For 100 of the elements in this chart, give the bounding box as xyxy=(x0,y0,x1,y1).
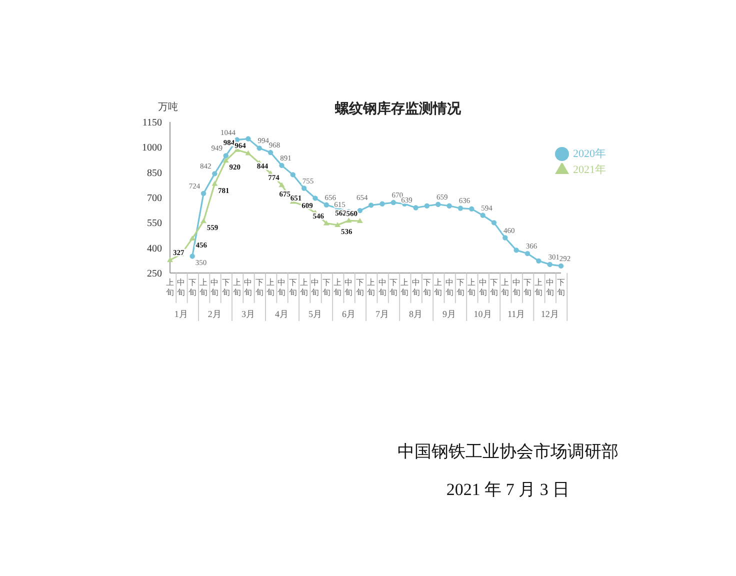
x-tick-label: 中旬 xyxy=(512,278,520,297)
text: 中国钢铁工业协会市场调研部 xyxy=(396,441,620,463)
point xyxy=(268,150,274,156)
point xyxy=(278,182,285,188)
y-tick-label: 1000 xyxy=(142,142,162,154)
point xyxy=(524,250,530,256)
point xyxy=(368,202,374,208)
text: 3月 xyxy=(241,309,255,319)
point xyxy=(536,258,542,264)
x-tick-label: 下旬 xyxy=(255,278,264,297)
point xyxy=(301,186,307,191)
text: 8月 xyxy=(409,309,423,319)
point xyxy=(480,212,486,218)
x-tick-label: 中旬 xyxy=(412,278,420,297)
point xyxy=(190,254,195,259)
x-tick-label: 下旬 xyxy=(222,278,230,297)
x-tick-label: 下旬 xyxy=(523,278,532,297)
text: 10月 xyxy=(474,309,492,319)
point xyxy=(212,171,218,176)
point xyxy=(200,218,207,224)
y-tick-label: 1150 xyxy=(142,118,162,129)
y-axis-title: 万吨 xyxy=(158,100,178,114)
point xyxy=(436,202,441,207)
x-tick-label: 下旬 xyxy=(188,278,196,297)
legend-label: 2021年 xyxy=(573,164,606,176)
point xyxy=(189,235,196,240)
point xyxy=(324,202,329,208)
y-tick-label: 550 xyxy=(147,218,162,230)
text: 12月 xyxy=(540,309,559,319)
y-tick-label: 400 xyxy=(147,243,162,254)
point xyxy=(290,172,296,178)
text: 2021 年 7 月 3 日 xyxy=(445,479,571,501)
x-tick-label: 下旬 xyxy=(422,278,431,297)
point xyxy=(356,218,363,223)
x-tick-label: 下旬 xyxy=(490,278,498,297)
y-tick-label: 250 xyxy=(147,268,162,280)
chart-title: 螺纹钢库存监测情况 xyxy=(335,102,461,117)
text: 5月 xyxy=(308,309,322,319)
point xyxy=(413,205,418,210)
text: 11月 xyxy=(507,309,526,319)
x-tick-label: 下旬 xyxy=(557,278,565,297)
x-tick-label: 上旬 xyxy=(266,278,275,297)
text: 1月 xyxy=(174,309,188,319)
point xyxy=(222,158,229,163)
point xyxy=(469,206,474,212)
point xyxy=(502,235,508,240)
x-tick-label: 中旬 xyxy=(546,278,554,297)
text: 4月 xyxy=(274,309,288,319)
x-tick-label: 上旬 xyxy=(300,278,308,297)
x-tick-label: 上旬 xyxy=(468,278,476,297)
text: 7月 xyxy=(376,309,390,319)
x-tick-label: 下旬 xyxy=(288,278,297,297)
point xyxy=(491,220,497,226)
point xyxy=(223,153,228,158)
y-tick-label: 850 xyxy=(147,168,162,179)
x-tick-label: 中旬 xyxy=(311,278,320,297)
x-tick-label: 下旬 xyxy=(322,278,330,297)
x-tick-label: 上旬 xyxy=(400,278,409,297)
x-tick-label: 上旬 xyxy=(166,278,174,297)
x-tick-label: 上旬 xyxy=(501,278,510,297)
point xyxy=(424,203,430,208)
point xyxy=(212,180,218,186)
point xyxy=(245,150,252,156)
point xyxy=(558,263,564,269)
point xyxy=(256,146,262,151)
x-tick-label: 上旬 xyxy=(233,278,242,297)
point xyxy=(334,222,341,228)
x-tick-label: 中旬 xyxy=(244,278,252,297)
x-tick-label: 中旬 xyxy=(344,278,353,297)
x-tick-label: 下旬 xyxy=(456,278,464,297)
point xyxy=(446,203,452,208)
point xyxy=(380,201,385,206)
x-tick-label: 上旬 xyxy=(334,278,342,297)
point xyxy=(167,257,173,262)
y-tick-label: 700 xyxy=(147,193,162,204)
x-tick-label: 中旬 xyxy=(210,278,219,297)
point xyxy=(390,200,396,206)
text: 2月 xyxy=(208,309,222,319)
point xyxy=(458,206,464,211)
x-tick-label: 上旬 xyxy=(200,278,208,297)
x-tick-label: 下旬 xyxy=(356,278,364,297)
x-tick-label: 中旬 xyxy=(177,278,186,297)
point xyxy=(312,196,318,201)
point xyxy=(346,218,352,223)
point xyxy=(200,190,206,196)
point xyxy=(547,262,552,268)
point xyxy=(246,136,251,142)
text: 6月 xyxy=(342,309,356,319)
point xyxy=(357,208,363,214)
x-tick-label: 中旬 xyxy=(278,278,286,297)
legend-label: 2020年 xyxy=(573,148,606,160)
point xyxy=(279,162,284,168)
x-tick-label: 中旬 xyxy=(478,278,487,297)
x-tick-label: 上旬 xyxy=(434,278,442,297)
text: 9月 xyxy=(442,309,456,319)
x-tick-label: 中旬 xyxy=(445,278,454,297)
point xyxy=(514,248,519,253)
x-tick-label: 上旬 xyxy=(534,278,543,297)
x-tick-label: 中旬 xyxy=(378,278,386,297)
x-tick-label: 上旬 xyxy=(367,278,376,297)
